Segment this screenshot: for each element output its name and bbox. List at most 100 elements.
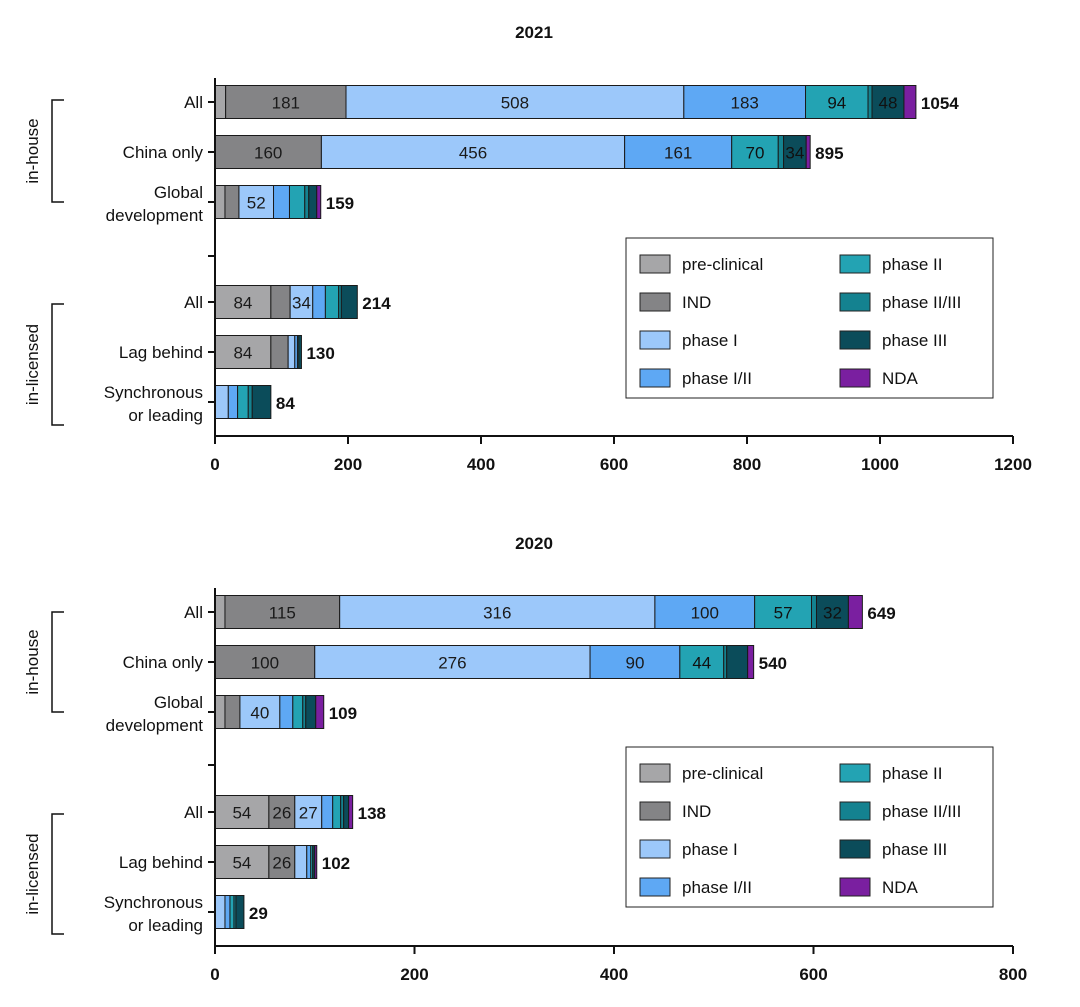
segment-label: 54	[232, 804, 251, 823]
legend-label: phase II	[882, 764, 943, 783]
bar-segment-phase1_2	[683, 85, 807, 119]
segment-label: 181	[272, 94, 300, 113]
bar-segment-phase2_3	[867, 85, 873, 119]
row-label: Synchronous	[104, 893, 203, 912]
bar-segment-phase1	[214, 895, 226, 929]
bar-segment-phase3	[305, 695, 317, 729]
group-label: in-house	[23, 118, 42, 183]
bar-segment-preclinical	[214, 185, 226, 219]
row-label: Lag behind	[119, 853, 203, 872]
bar-segment-ind	[270, 285, 291, 319]
x-tick-label: 800	[733, 455, 761, 474]
legend-swatch-phase1	[639, 330, 671, 350]
segment-label: 32	[823, 604, 842, 623]
bar-segment-nda	[903, 85, 917, 119]
legend-label: phase I/II	[682, 878, 752, 897]
segment-label: 316	[483, 604, 511, 623]
segment-label: 183	[730, 94, 758, 113]
group-label: in-house	[23, 629, 42, 694]
legend-swatch-nda	[839, 877, 871, 897]
bar-segment-phase2_3	[777, 135, 785, 169]
bar-segment-phase2	[731, 135, 779, 169]
bar-segment-phase1_2	[224, 895, 231, 929]
segment-label: 34	[785, 144, 804, 163]
x-tick-label: 600	[600, 455, 628, 474]
segment-label: 115	[269, 604, 296, 623]
group-bracket	[51, 611, 64, 713]
legend-label: phase III	[882, 331, 947, 350]
segment-label: 90	[625, 654, 644, 673]
legend-swatch-phase3	[839, 330, 871, 350]
bar-segment-phase2	[324, 285, 340, 319]
x-tick-label: 600	[799, 965, 827, 984]
legend-swatch-phase2_3	[839, 292, 871, 312]
x-tick-label: 400	[600, 965, 628, 984]
row-label: All	[184, 293, 203, 312]
bar-segment-nda	[747, 645, 755, 679]
x-tick-label: 1200	[994, 455, 1032, 474]
bar-segment-phase3	[298, 335, 302, 369]
segment-label: 508	[501, 94, 529, 113]
legend-swatch-phase1_2	[639, 368, 671, 388]
segment-label: 456	[459, 144, 487, 163]
bar-segment-ind	[224, 185, 240, 219]
bar-total-label: 130	[306, 344, 334, 363]
legend-label: IND	[682, 293, 711, 312]
legend-label: phase I	[682, 840, 738, 859]
bar-segment-phase3	[235, 895, 245, 929]
legend-swatch-phase2	[839, 254, 871, 274]
bar-segment-phase1	[294, 795, 323, 829]
segment-label: 26	[272, 804, 291, 823]
bar-segment-nda	[314, 845, 318, 879]
bar-segment-ind	[214, 135, 322, 169]
segment-label: 70	[746, 144, 765, 163]
segment-label: 26	[272, 854, 291, 873]
row-label: or leading	[128, 406, 203, 425]
bar-segment-phase2	[229, 895, 235, 929]
row-label: All	[184, 603, 203, 622]
segment-label: 161	[664, 144, 692, 163]
bar-segment-phase1	[345, 85, 685, 119]
legend-label: NDA	[882, 369, 919, 388]
bar-segment-ind	[224, 595, 341, 629]
segment-label: 52	[247, 194, 266, 213]
bar-segment-phase1_2	[227, 385, 239, 419]
bar-segment-ind	[270, 335, 289, 369]
bar-segment-preclinical	[214, 285, 272, 319]
bar-segment-phase3	[343, 795, 350, 829]
legend-swatch-ind	[639, 801, 671, 821]
bar-segment-phase1	[339, 595, 656, 629]
bar-segment-nda	[805, 135, 811, 169]
legend-box	[625, 237, 994, 399]
legend-swatch-phase3	[839, 839, 871, 859]
segment-label: 54	[232, 854, 251, 873]
group-bracket	[51, 813, 64, 935]
bar-segment-phase1_2	[589, 645, 681, 679]
segment-label: 100	[251, 654, 279, 673]
group-bracket	[51, 303, 64, 426]
bar-segment-phase3	[726, 645, 749, 679]
row-label: development	[106, 716, 204, 735]
segment-label: 84	[233, 344, 252, 363]
legend-label: phase I	[682, 331, 738, 350]
x-tick-label: 800	[999, 965, 1027, 984]
segment-label: 57	[774, 604, 793, 623]
bar-segment-phase2	[332, 795, 342, 829]
bar-segment-phase1	[314, 645, 591, 679]
bar-segment-phase1_2	[321, 795, 334, 829]
row-label: development	[106, 206, 204, 225]
bar-segment-nda	[348, 795, 354, 829]
row-label: Synchronous	[104, 383, 203, 402]
segment-label: 160	[254, 144, 282, 163]
legend-label: phase III	[882, 840, 947, 859]
legend-label: pre-clinical	[682, 255, 763, 274]
bar-segment-phase2_3	[811, 595, 817, 629]
bar-segment-phase1	[214, 385, 229, 419]
bar-segment-ind	[225, 85, 347, 119]
group-label: in-licensed	[23, 324, 42, 405]
legend-label: IND	[682, 802, 711, 821]
legend-swatch-preclinical	[639, 254, 671, 274]
bar-total-label: 29	[249, 904, 268, 923]
